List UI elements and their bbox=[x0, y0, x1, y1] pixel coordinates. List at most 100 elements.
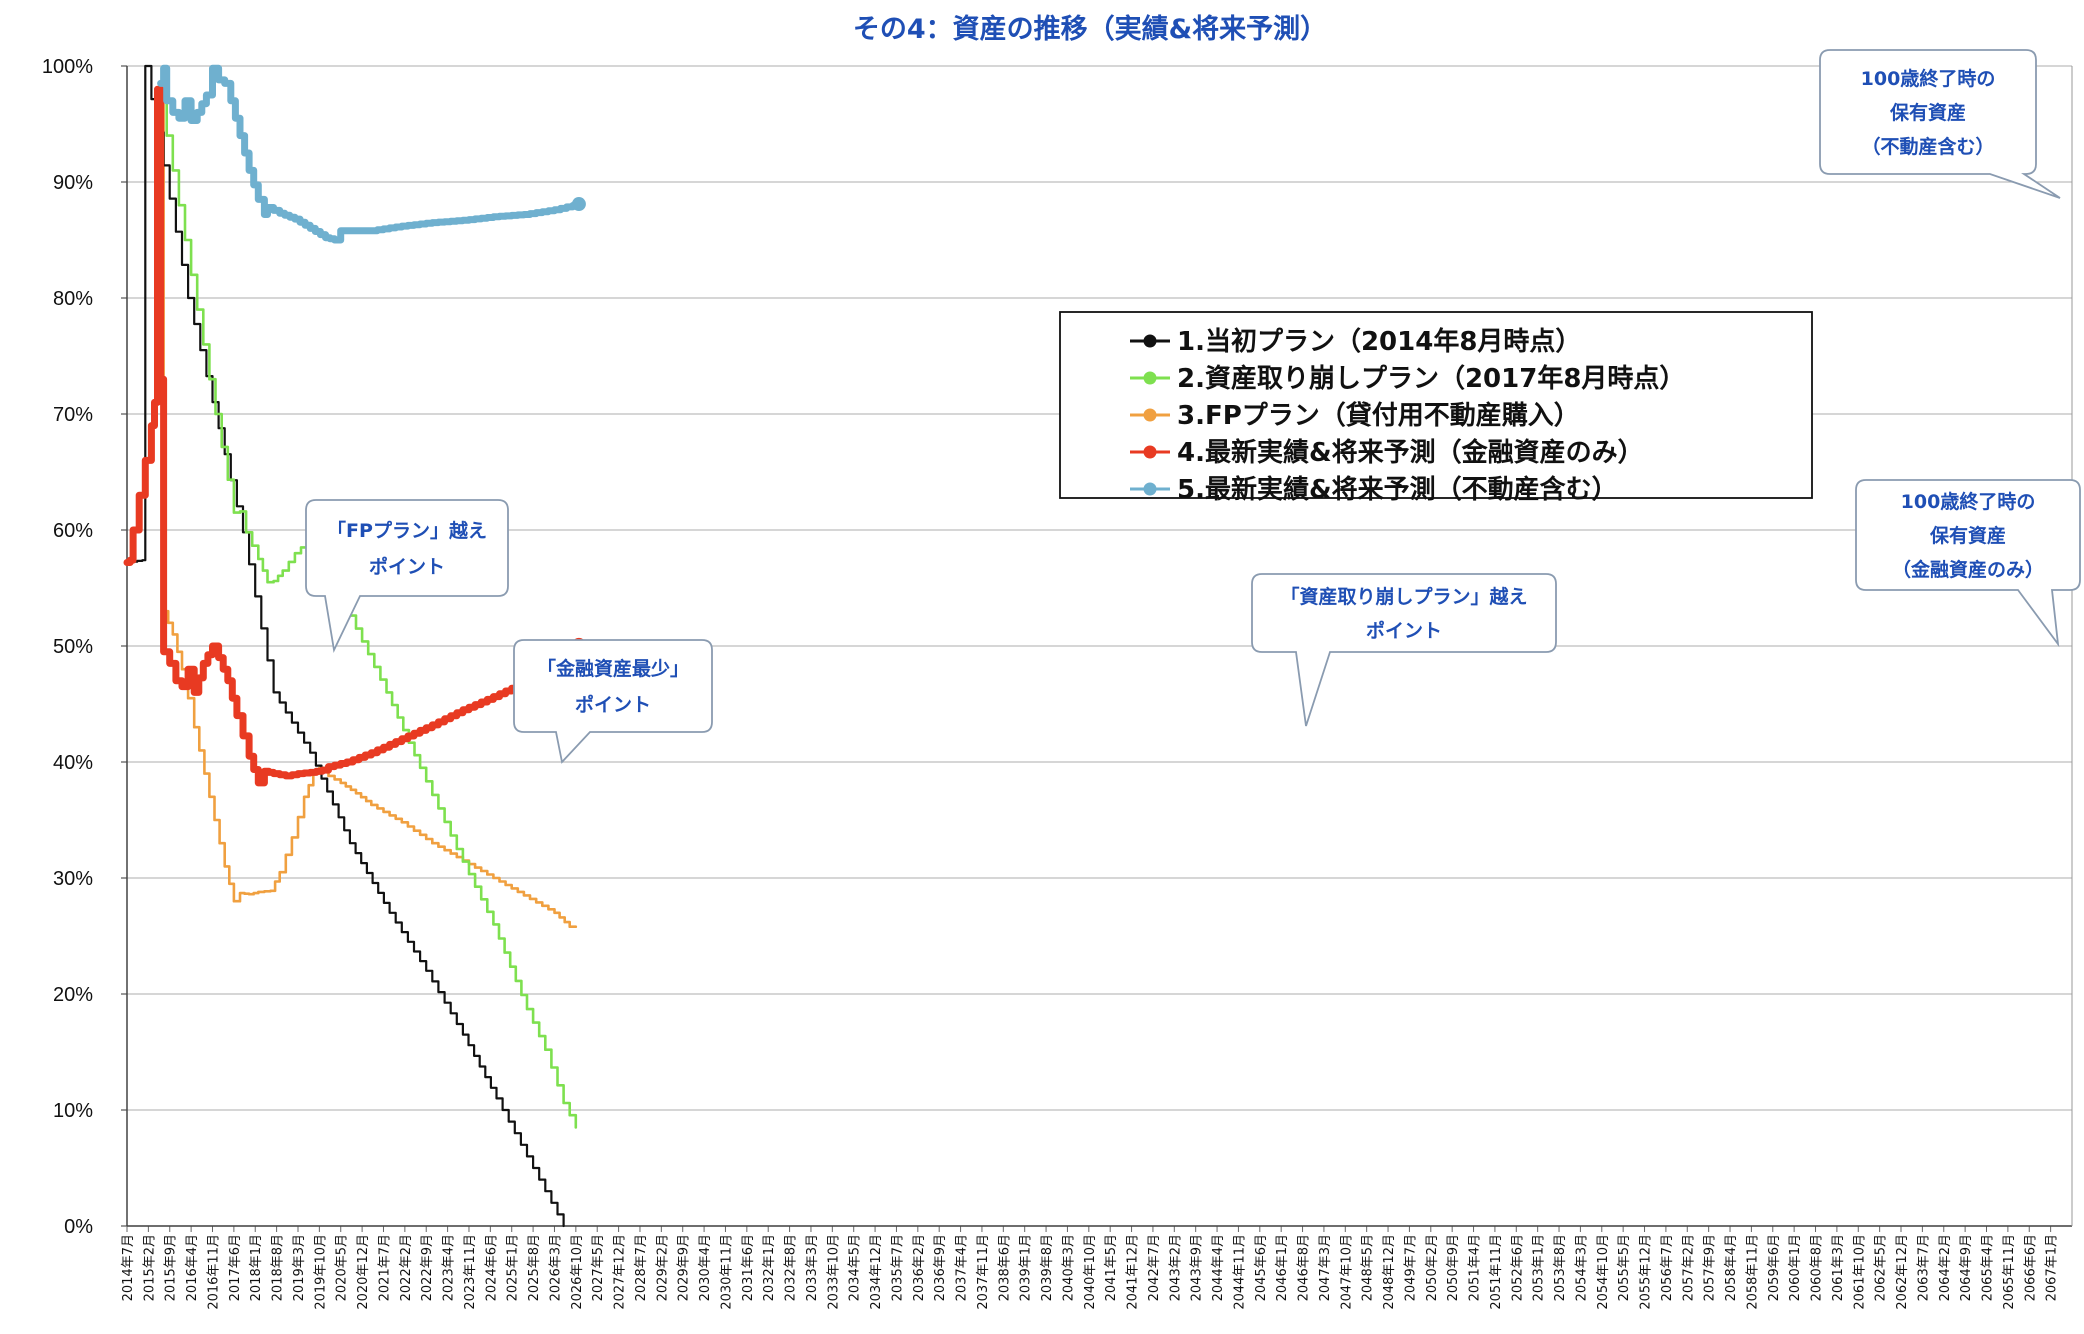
callout-text: 100歳終了時の bbox=[1901, 490, 2036, 513]
x-tick-label: 2056年7月 bbox=[1660, 1234, 1675, 1301]
y-tick-label: 0% bbox=[64, 1216, 93, 1238]
callout-text: 保有資産 bbox=[1929, 524, 2006, 547]
x-tick-label: 2041年12月 bbox=[1126, 1234, 1141, 1310]
callout-text: （不動産含む） bbox=[1861, 135, 1994, 158]
x-axis-ticks: 2014年7月 2015年2月 2015年9月 2016年4月 2016年11月 2017… bbox=[121, 1226, 2060, 1310]
legend-item: 3.FPプラン（貸付用不動産購入） bbox=[1130, 400, 1580, 431]
x-tick-label: 2029年9月 bbox=[677, 1234, 692, 1301]
x-tick-label: 2033年3月 bbox=[805, 1234, 820, 1301]
x-tick-label: 2060年8月 bbox=[1810, 1234, 1825, 1301]
legend-swatch-marker bbox=[1143, 445, 1157, 459]
y-tick-label: 70% bbox=[53, 404, 93, 426]
callout-shape bbox=[305, 499, 509, 653]
x-tick-label: 2058年11月 bbox=[1745, 1234, 1760, 1310]
x-tick-label: 2054年10月 bbox=[1596, 1234, 1611, 1310]
legend-label: 5.最新実績&将来予測（不動産含む） bbox=[1177, 474, 1618, 505]
x-tick-label: 2065年11月 bbox=[2002, 1234, 2017, 1310]
x-tick-label: 2039年1月 bbox=[1019, 1234, 1034, 1301]
callout-text: 「資産取り崩しプラン」越え bbox=[1280, 585, 1527, 608]
y-tick-label: 80% bbox=[53, 288, 93, 310]
x-tick-label: 2019年3月 bbox=[292, 1234, 307, 1301]
series-line-5 bbox=[157, 64, 583, 244]
x-tick-label: 2047年3月 bbox=[1318, 1234, 1333, 1301]
x-tick-label: 2054年3月 bbox=[1574, 1234, 1589, 1301]
legend: 1.当初プラン（2014年8月時点） 2.資産取り崩しプラン（2017年8月時点）… bbox=[1059, 311, 1813, 505]
x-tick-label: 2022年9月 bbox=[420, 1234, 435, 1301]
x-tick-label: 2034年12月 bbox=[869, 1234, 884, 1310]
x-tick-label: 2036年2月 bbox=[912, 1234, 927, 1301]
x-tick-label: 2040年3月 bbox=[1061, 1234, 1076, 1301]
x-tick-label: 2049年7月 bbox=[1403, 1234, 1418, 1301]
x-tick-label: 2015年2月 bbox=[142, 1234, 157, 1301]
x-tick-label: 2037年11月 bbox=[976, 1234, 991, 1310]
x-tick-label: 2030年11月 bbox=[719, 1234, 734, 1310]
legend-item: 5.最新実績&将来予測（不動産含む） bbox=[1130, 474, 1618, 505]
callout-shape bbox=[1251, 573, 1557, 727]
y-tick-label: 90% bbox=[53, 172, 93, 194]
x-tick-label: 2018年8月 bbox=[271, 1234, 286, 1301]
x-tick-label: 2058年4月 bbox=[1724, 1234, 1739, 1301]
x-tick-label: 2027年5月 bbox=[591, 1234, 606, 1301]
x-tick-label: 2016年11月 bbox=[206, 1234, 221, 1310]
legend-label: 3.FPプラン（貸付用不動産購入） bbox=[1177, 400, 1580, 431]
callout-5: 「金融資産最少」ポイント bbox=[513, 639, 713, 764]
callout-text: （金融資産のみ） bbox=[1892, 558, 2044, 581]
legend-item: 4.最新実績&将来予測（金融資産のみ） bbox=[1130, 437, 1644, 468]
x-tick-label: 2015年9月 bbox=[164, 1234, 179, 1301]
x-tick-label: 2052年6月 bbox=[1510, 1234, 1525, 1301]
x-tick-label: 2018年1月 bbox=[249, 1234, 264, 1301]
x-tick-label: 2051年11月 bbox=[1489, 1234, 1504, 1310]
y-tick-label: 40% bbox=[53, 752, 93, 774]
x-tick-label: 2017年6月 bbox=[228, 1234, 243, 1301]
x-tick-label: 2038年6月 bbox=[997, 1234, 1012, 1301]
x-tick-label: 2026年10月 bbox=[570, 1234, 585, 1310]
x-tick-label: 2035年7月 bbox=[890, 1234, 905, 1301]
callout-text: ポイント bbox=[575, 693, 651, 716]
callout-text: 「金融資産最少」 bbox=[537, 657, 689, 680]
x-tick-label: 2053年1月 bbox=[1532, 1234, 1547, 1301]
x-tick-label: 2022年2月 bbox=[399, 1234, 414, 1301]
x-tick-label: 2050年9月 bbox=[1446, 1234, 1461, 1301]
x-tick-label: 2048年12月 bbox=[1382, 1234, 1397, 1310]
series-lines bbox=[123, 64, 586, 1228]
callout-text: 100歳終了時の bbox=[1861, 67, 1996, 90]
legend-swatch-marker bbox=[1143, 371, 1157, 385]
x-tick-label: 2020年12月 bbox=[356, 1234, 371, 1310]
x-tick-label: 2021年7月 bbox=[377, 1234, 392, 1301]
x-tick-label: 2037年4月 bbox=[955, 1234, 970, 1301]
chart-title: その4：資産の推移（実績&将来予測） bbox=[853, 13, 1327, 45]
x-tick-label: 2016年4月 bbox=[185, 1234, 200, 1301]
x-tick-label: 2023年4月 bbox=[442, 1234, 457, 1301]
x-tick-label: 2043年9月 bbox=[1190, 1234, 1205, 1301]
y-tick-label: 30% bbox=[53, 868, 93, 890]
x-tick-label: 2044年4月 bbox=[1211, 1234, 1226, 1301]
x-tick-label: 2057年9月 bbox=[1703, 1234, 1718, 1301]
legend-label: 2.資産取り崩しプラン（2017年8月時点） bbox=[1177, 363, 1685, 394]
x-tick-label: 2024年6月 bbox=[484, 1234, 499, 1301]
x-tick-label: 2050年2月 bbox=[1425, 1234, 1440, 1301]
x-tick-label: 2062年5月 bbox=[1874, 1234, 1889, 1301]
y-tick-label: 100% bbox=[42, 56, 93, 78]
x-tick-label: 2029年2月 bbox=[655, 1234, 670, 1301]
x-tick-label: 2026年3月 bbox=[548, 1234, 563, 1301]
x-tick-label: 2033年10月 bbox=[826, 1234, 841, 1310]
callout-text: ポイント bbox=[1366, 619, 1442, 642]
x-tick-label: 2019年10月 bbox=[313, 1234, 328, 1310]
axes bbox=[126, 66, 2073, 1227]
x-tick-label: 2040年10月 bbox=[1083, 1234, 1098, 1310]
legend-item: 1.当初プラン（2014年8月時点） bbox=[1130, 326, 1581, 357]
x-tick-label: 2028年7月 bbox=[634, 1234, 649, 1301]
x-tick-label: 2020年5月 bbox=[335, 1234, 350, 1301]
x-tick-label: 2061年3月 bbox=[1831, 1234, 1846, 1301]
y-tick-label: 50% bbox=[53, 636, 93, 658]
series-end-marker bbox=[571, 197, 586, 212]
x-tick-label: 2046年1月 bbox=[1275, 1234, 1290, 1301]
x-tick-label: 2059年6月 bbox=[1767, 1234, 1782, 1301]
y-tick-label: 20% bbox=[53, 984, 93, 1006]
legend-swatch-marker bbox=[1143, 482, 1157, 496]
legend-label: 4.最新実績&将来予測（金融資産のみ） bbox=[1177, 437, 1644, 468]
